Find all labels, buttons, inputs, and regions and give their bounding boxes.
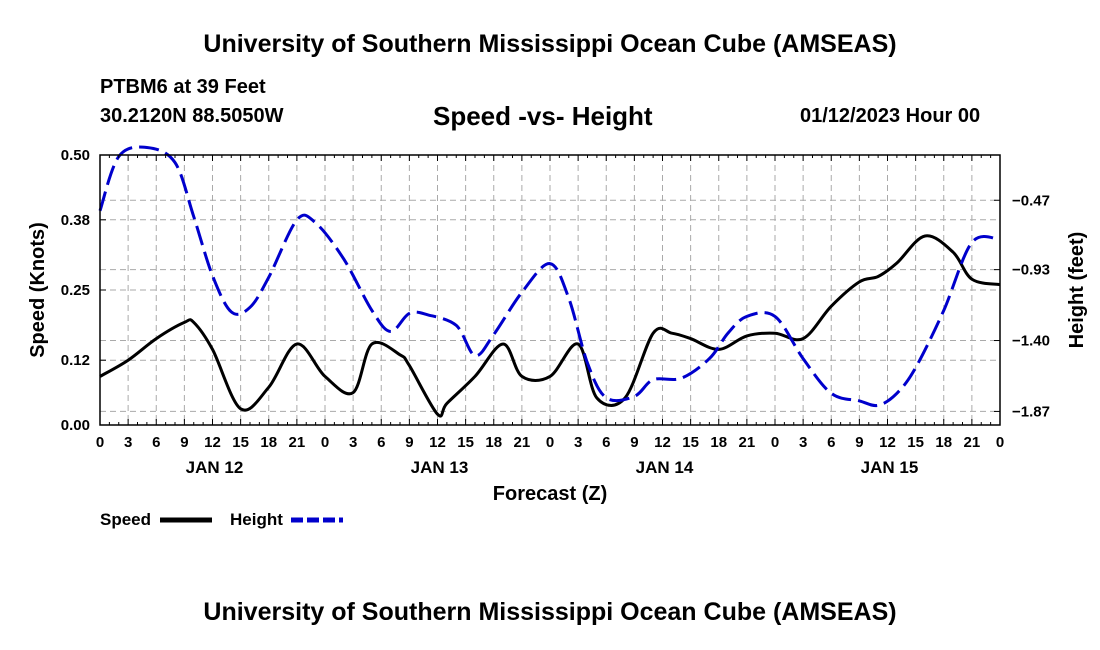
x-tick-label: 0	[771, 434, 779, 451]
x-tick-label: 6	[602, 434, 610, 451]
x-tick-label: 9	[855, 434, 863, 451]
x-tick-label: 21	[289, 434, 306, 451]
x-tick-label: 6	[152, 434, 160, 451]
x-tick-label: 0	[96, 434, 104, 451]
x-tick-label: 18	[935, 434, 952, 451]
x-tick-label: 15	[457, 434, 474, 451]
x-tick-label: 3	[799, 434, 807, 451]
y-tick-label: 0.50	[61, 147, 90, 164]
x-tick-label: 12	[429, 434, 446, 451]
day-label: JAN 14	[636, 458, 694, 477]
x-tick-label: 9	[405, 434, 413, 451]
chart-subtitle: Speed -vs- Height	[433, 101, 653, 131]
grid-layer	[100, 155, 1000, 425]
x-tick-label: 15	[232, 434, 249, 451]
x-tick-label: 21	[964, 434, 981, 451]
y2-tick-label: −1.87	[1012, 403, 1050, 420]
y-axis-label: Speed (Knots)	[27, 222, 49, 358]
x-tick-label: 6	[827, 434, 835, 451]
legend: Speed Height	[100, 510, 343, 529]
y2-tick-label: −0.47	[1012, 192, 1050, 209]
series-line-height	[98, 145, 1001, 408]
forecast-datetime: 01/12/2023 Hour 00	[800, 105, 981, 127]
x-axis-label: Forecast (Z)	[493, 483, 607, 505]
day-label: JAN 13	[411, 458, 469, 477]
legend-height-label: Height	[230, 510, 283, 529]
x-tick-label: 0	[546, 434, 554, 451]
y-tick-label: 0.12	[61, 352, 90, 369]
series-layer	[98, 145, 1001, 418]
x-tick-label: 12	[879, 434, 896, 451]
y2-tick-label: −0.93	[1012, 262, 1050, 279]
x-tick-label: 12	[654, 434, 671, 451]
y-tick-label: 0.25	[61, 282, 90, 299]
y2-axis-label: Height (feet)	[1066, 232, 1088, 349]
station-label: PTBM6 at 39 Feet	[100, 76, 266, 98]
x-tick-label: 12	[204, 434, 221, 451]
x-tick-label: 18	[260, 434, 277, 451]
x-tick-label: 3	[349, 434, 357, 451]
day-label: JAN 12	[186, 458, 244, 477]
axis-layer: 0 3 6 9 12 15 18 21 0 3 6 9 12 15 18 21 0 3 6 9 12 15 18 21 0 3 6 9…	[61, 147, 1050, 477]
x-tick-label: 18	[485, 434, 502, 451]
x-tick-label: 9	[630, 434, 638, 451]
x-tick-label: 21	[514, 434, 531, 451]
legend-speed-label: Speed	[100, 510, 151, 529]
day-label: JAN 15	[861, 458, 919, 477]
x-tick-label: 15	[907, 434, 924, 451]
x-tick-label: 3	[574, 434, 582, 451]
main-title: University of Southern Mississippi Ocean…	[203, 30, 897, 58]
x-tick-label: 18	[710, 434, 727, 451]
coordinates-label: 30.2120N 88.5050W	[100, 105, 284, 127]
x-tick-label: 0	[321, 434, 329, 451]
x-tick-label: 9	[180, 434, 188, 451]
x-tick-label: 3	[124, 434, 132, 451]
x-tick-label: 15	[682, 434, 699, 451]
x-tick-label: 0	[996, 434, 1004, 451]
y-tick-label: 0.38	[61, 212, 90, 229]
y2-tick-label: −1.40	[1012, 333, 1050, 350]
footer-title: University of Southern Mississippi Ocean…	[203, 598, 897, 626]
series-line-speed	[99, 234, 1001, 418]
x-tick-label: 21	[739, 434, 756, 451]
y-tick-label: 0.00	[61, 417, 90, 434]
x-tick-label: 6	[377, 434, 385, 451]
